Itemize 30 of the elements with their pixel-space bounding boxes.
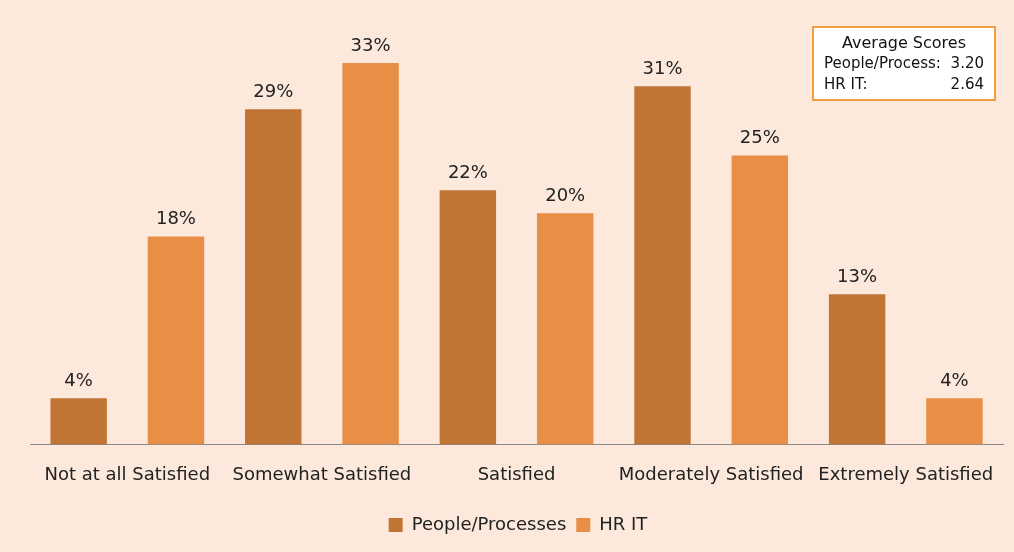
x-tick-label: Not at all Satisfied <box>44 462 211 484</box>
bar <box>50 398 107 445</box>
data-label: 4% <box>940 368 969 390</box>
text: Average Scores <box>841 32 967 53</box>
bar <box>342 63 399 445</box>
data-label: 29% <box>253 80 294 101</box>
bar <box>731 155 789 445</box>
data-label: 20% <box>545 183 586 205</box>
bar <box>926 398 983 445</box>
data-label: 25% <box>739 126 780 148</box>
legend-label: People/Processes <box>411 512 567 534</box>
annotation: People/Process: 3.20 <box>824 53 984 74</box>
bar <box>245 109 302 445</box>
x-tick-label: Somewhat Satisfied <box>232 462 412 484</box>
data-label: 18% <box>155 207 196 229</box>
text: HR IT: 2.64 <box>824 75 984 93</box>
data-label: 4% <box>64 368 93 390</box>
bar <box>634 86 691 445</box>
bar <box>439 190 497 445</box>
bar <box>828 294 886 445</box>
bar <box>147 236 205 445</box>
legend-label: HR IT <box>599 512 649 534</box>
data-label: 31% <box>642 56 683 78</box>
x-tick-label: Moderately Satisfied <box>618 462 804 484</box>
data-label: 33% <box>350 33 391 55</box>
bar <box>536 213 594 445</box>
data-label: 13% <box>837 264 878 286</box>
x-tick-label: Extremely Satisfied <box>818 462 994 484</box>
x-tick-label: Satisfied <box>477 462 556 484</box>
data-label: 22% <box>447 160 488 182</box>
